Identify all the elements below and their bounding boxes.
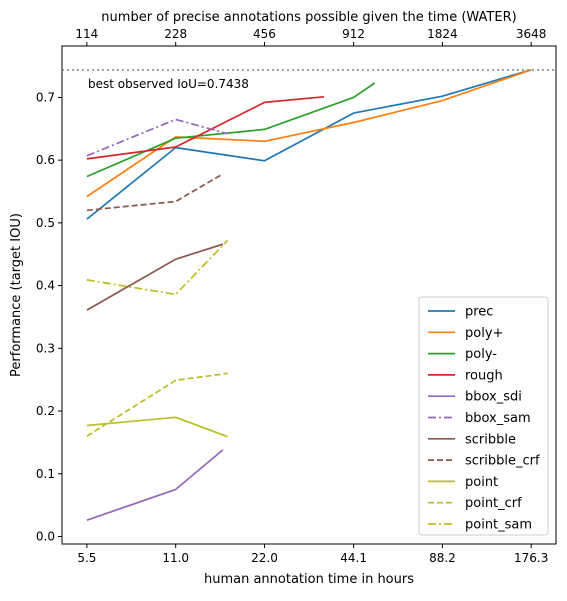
top-tick-label: 912	[342, 27, 365, 41]
series-line-poly-	[86, 82, 376, 178]
x-tick-label: 11.0	[162, 551, 189, 565]
legend: prec poly+ poly-rough bbox_sdi bbox_samscrib…	[418, 296, 549, 536]
y-tick-label: 0.0	[36, 529, 55, 543]
legend-label: prec	[465, 305, 493, 320]
series-line-scribble	[86, 243, 224, 311]
series-line-bbox-sdi	[86, 449, 224, 522]
series-line-scribble-crf	[86, 173, 224, 212]
series-line-point-sam	[86, 239, 229, 296]
x-tick-label: 88.2	[429, 551, 456, 565]
x-axis-label: human annotation time in hours	[204, 572, 414, 587]
legend-label: scribble_crf	[465, 454, 540, 469]
legend-label: scribble	[465, 432, 516, 447]
bottom-axis: 5.5 11.0 22.0 44.1 88.2 176.3	[77, 544, 548, 565]
plot-frame	[61, 45, 557, 545]
top-axis-label: number of precise annotations possible g…	[101, 10, 516, 25]
y-tick-label: 0.7	[36, 90, 55, 104]
top-axis: 114 228 456 912 1824 3648	[75, 27, 546, 46]
top-tick-label: 3648	[516, 27, 547, 41]
x-tick-label: 22.0	[251, 551, 278, 565]
top-tick-label: 228	[164, 27, 187, 41]
series-line-point-crf	[86, 372, 228, 437]
top-tick-label: 114	[75, 27, 98, 41]
legend-label: rough	[465, 368, 503, 383]
y-tick-label: 0.2	[36, 404, 55, 418]
legend-label: bbox_sdi	[465, 390, 522, 405]
x-tick-label: 5.5	[77, 551, 96, 565]
legend-label: poly-	[465, 347, 497, 362]
legend-label: bbox_sam	[465, 411, 531, 426]
top-tick-label: 456	[253, 27, 276, 41]
series-line-rough	[86, 95, 325, 160]
y-tick-label: 0.5	[36, 216, 55, 230]
x-tick-label: 44.1	[340, 551, 367, 565]
y-tick-label: 0.6	[36, 153, 55, 167]
series-line-poly-	[86, 68, 532, 198]
series-line-prec	[86, 68, 532, 220]
series-line-bbox-sam	[86, 118, 228, 157]
series-line-point	[86, 416, 228, 438]
legend-label: poly+	[465, 326, 503, 341]
x-tick-label: 176.3	[514, 551, 548, 565]
y-tick-label: 0.4	[36, 279, 55, 293]
y-axis-label: Performance (target IOU)	[9, 213, 24, 377]
y-tick-label: 0.3	[36, 341, 55, 355]
legend-label: point_crf	[465, 496, 522, 511]
reference-line-label: best observed IoU=0.7438	[88, 77, 249, 91]
series-layer	[86, 68, 532, 522]
y-tick-label: 0.1	[36, 467, 55, 481]
legend-label: point	[465, 475, 498, 490]
y-axis: 0.0 0.1 0.2 0.3 0.4 0.5 0.6 0.7	[36, 90, 62, 543]
legend-box	[418, 296, 549, 536]
legend-label: point_sam	[465, 518, 532, 533]
top-tick-label: 1824	[427, 27, 458, 41]
